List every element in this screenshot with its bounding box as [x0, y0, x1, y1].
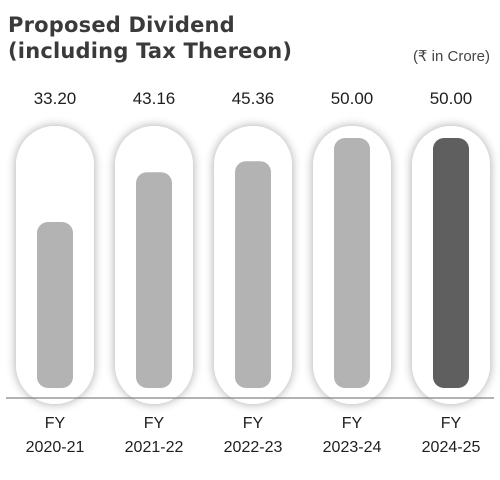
value-label-1: 33.20: [34, 89, 77, 108]
bar-1: [37, 222, 73, 388]
category-label-2-line-1: FY: [144, 415, 165, 432]
category-label-5-line-2: 2024-25: [422, 439, 481, 456]
category-label-4-line-1: FY: [342, 415, 363, 432]
value-label-4: 50.00: [331, 89, 374, 108]
bar-3: [235, 161, 271, 388]
category-label-2-line-2: 2021-22: [125, 439, 184, 456]
category-label-1-line-1: FY: [45, 415, 66, 432]
chart-title: Proposed Dividend (including Tax Thereon…: [8, 12, 292, 64]
value-label-5: 50.00: [430, 89, 473, 108]
category-label-3-line-2: 2022-23: [224, 439, 283, 456]
category-label-5-line-1: FY: [441, 415, 462, 432]
unit-label: (₹ in Crore): [412, 48, 490, 65]
value-label-3: 45.36: [232, 89, 275, 108]
category-label-3-line-1: FY: [243, 415, 264, 432]
value-label-2: 43.16: [133, 89, 176, 108]
bar-2: [136, 172, 172, 388]
chart-title-line-1: Proposed Dividend: [8, 13, 235, 37]
category-label-4-line-2: 2023-24: [323, 439, 382, 456]
chart-title-line-2: (including Tax Thereon): [8, 39, 293, 63]
category-label-1-line-2: 2020-21: [26, 439, 85, 456]
bar-4: [334, 138, 370, 388]
bar-5: [433, 138, 469, 388]
